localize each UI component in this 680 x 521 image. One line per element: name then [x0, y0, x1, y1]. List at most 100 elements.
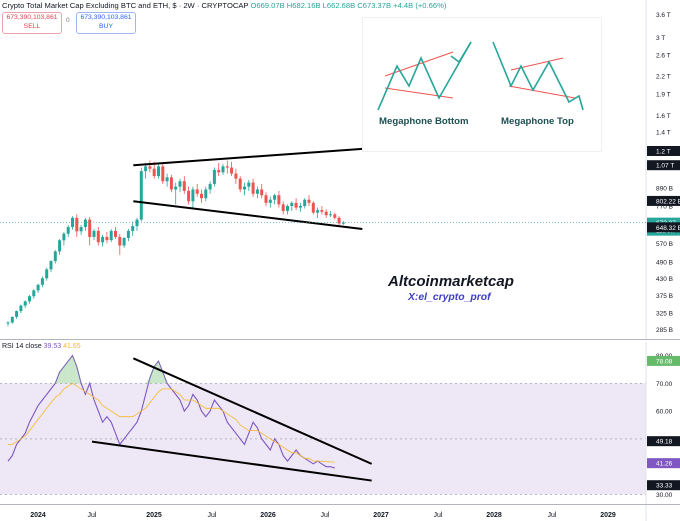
price-tick-label: 1.07 T: [656, 163, 674, 170]
candle-body: [88, 219, 92, 237]
candle-body: [200, 193, 203, 199]
price-tick-label: 3.6 T: [656, 12, 671, 19]
candle-body: [40, 278, 44, 285]
candle-body: [255, 189, 259, 194]
candle-body: [212, 169, 216, 184]
rsi-overbought-fill: [76, 366, 82, 384]
time-tick-label: Jul: [208, 512, 217, 519]
price-tick-label: 2.2 T: [656, 73, 671, 80]
price-tick-label: 430 B: [656, 276, 673, 283]
candle-body: [101, 236, 105, 243]
candle-body: [114, 230, 117, 237]
rsi-overbought-fill: [59, 366, 64, 384]
candle-body: [49, 261, 53, 270]
candle-body: [191, 189, 195, 202]
candle-body: [230, 167, 234, 174]
price-tick-label: 3 T: [656, 35, 665, 42]
candle-body: [298, 206, 302, 208]
rsi-label-box: [647, 480, 680, 491]
candle-body: [324, 211, 328, 216]
candle-body: [320, 210, 324, 212]
rsi-overbought-fill: [72, 355, 77, 384]
candle-body: [161, 166, 165, 182]
candle-body: [251, 182, 255, 194]
rsi-tick-label: 78.08: [656, 358, 673, 365]
candle-body: [238, 178, 242, 190]
candle-body: [53, 251, 57, 262]
time-tick-label: 2025: [146, 512, 162, 519]
candle-body: [58, 240, 62, 252]
candle-body: [62, 233, 66, 241]
spread-value: 0: [66, 17, 70, 24]
candle-body: [152, 168, 156, 177]
rsi-header: RSI 14 close 39.53 41.65: [2, 343, 81, 350]
rsi-tick-label: 70.00: [656, 381, 673, 388]
sell-price: 673,390,103,861: [6, 14, 58, 21]
candle-body: [157, 166, 160, 177]
rsi-overbought-fill: [149, 366, 155, 384]
price-tick-label: 2.6 T: [656, 53, 671, 60]
candle-body: [204, 189, 208, 199]
candle-body: [135, 219, 139, 227]
megaphone-top-label: Megaphone Top: [501, 116, 574, 127]
time-tick-label: 2027: [373, 512, 389, 519]
candle-body: [277, 195, 281, 205]
price-tick-label: 648.32 B: [656, 225, 680, 232]
price-tick-label: 770 B: [656, 204, 673, 211]
price-tick-label: 1.9 T: [656, 91, 671, 98]
time-tick-label: 2028: [486, 512, 502, 519]
candle-body: [260, 189, 264, 196]
chart-title-row: Crypto Total Market Cap Excluding BTC an…: [2, 1, 446, 10]
price-tick-label: 490 B: [656, 260, 673, 267]
candle-body: [217, 169, 221, 173]
candle-body: [32, 290, 36, 297]
candle-body: [109, 230, 113, 241]
candle-body: [341, 222, 345, 224]
price-tick-label: 570 B: [656, 241, 673, 248]
candle-body: [273, 195, 277, 200]
candle-body: [225, 166, 229, 168]
rsi-overbought-fill: [68, 355, 73, 384]
candle-body: [311, 202, 315, 213]
candle-body: [6, 322, 10, 324]
candle-body: [316, 210, 320, 213]
price-chart[interactable]: 3.6 T 3 T 2.6 T 2.2 T 1.9 T 1.6 T 1.4 T 1.2 T 1.…: [0, 0, 680, 340]
candle-body: [96, 230, 100, 243]
candle-body: [234, 173, 238, 179]
candle-body: [139, 171, 143, 220]
candle-body: [148, 166, 152, 169]
candle-body: [144, 166, 148, 172]
candle-body: [126, 230, 130, 238]
candle-body: [294, 202, 298, 208]
candle-body: [122, 237, 126, 246]
sell-button[interactable]: 673,390,103,861 SELL: [2, 12, 62, 34]
price-tick-label: 1.2 T: [656, 148, 671, 155]
rsi-overbought-fill: [63, 361, 69, 384]
price-tick-label: 1.6 T: [656, 113, 671, 120]
candle-body: [165, 177, 169, 182]
price-label-box: [647, 145, 680, 156]
rsi-value: 39.53: [43, 343, 62, 350]
candle-body: [131, 226, 135, 231]
candle-body: [83, 219, 87, 228]
price-label-box: [647, 160, 680, 171]
rsi-trendline-lower: [91, 440, 372, 482]
time-tick-label: 2026: [260, 512, 276, 519]
candle-body: [28, 296, 31, 302]
rsi-trendline-upper: [132, 357, 373, 465]
time-tick-label: 2024: [30, 512, 46, 519]
time-axis[interactable]: 2024 Jul 2025 Jul 2026 Jul 2027 Jul 2028 Jul 2029: [0, 505, 680, 521]
candle-body: [15, 311, 19, 317]
megaphone-diagrams: [377, 41, 584, 111]
price-tick-label: 325 B: [656, 311, 673, 318]
candle-body: [281, 204, 285, 211]
rsi-label-box: [647, 355, 680, 366]
candle-body: [79, 227, 83, 232]
candle-body: [303, 199, 307, 207]
candle-body: [264, 195, 268, 203]
candle-body: [329, 214, 332, 216]
buy-button[interactable]: 673,390,103,861 BUY: [76, 12, 136, 34]
candle-body: [92, 230, 96, 237]
candle-body: [182, 181, 186, 191]
